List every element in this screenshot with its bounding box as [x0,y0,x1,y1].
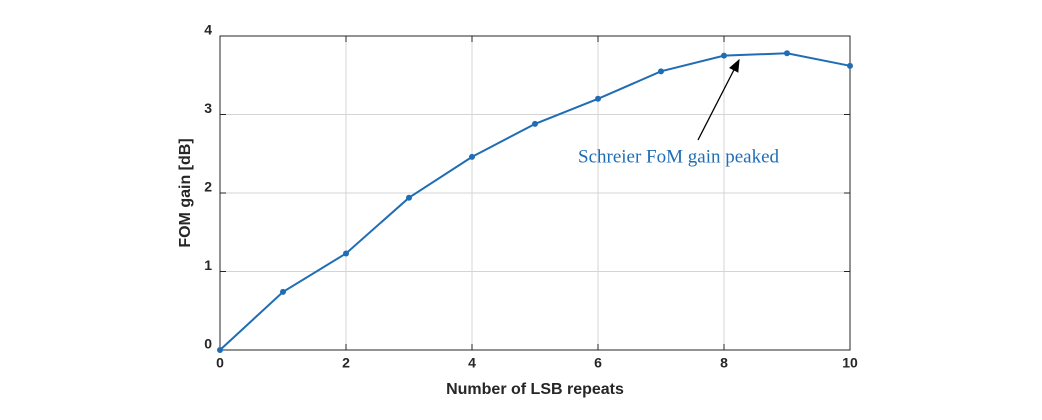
data-line [219,52,851,351]
plot-frame [219,35,851,351]
x-axis-label: Number of LSB repeats [446,381,624,398]
data-point [343,250,349,257]
x-tick-label: 2 [342,355,350,371]
data-point [280,288,286,295]
data-point [784,50,790,57]
x-tick-label: 10 [842,355,858,371]
data-point [595,95,601,102]
x-tick-label: 6 [594,355,602,371]
y-axis-label: FOM gain [dB] [177,138,194,247]
data-point [469,153,475,160]
data-point [721,52,727,59]
data-point [217,347,223,353]
data-point [847,62,853,69]
x-tick-label: 4 [468,355,476,371]
y-tick-label: 2 [204,179,212,195]
y-tick-label: 0 [204,336,212,352]
y-tick-label: 4 [204,22,212,38]
x-tick-label: 0 [216,355,224,371]
data-point [658,68,664,75]
y-tick-label: 3 [204,100,212,116]
data-point [406,194,412,201]
annotation: Schreier FoM gain peaked [578,146,780,167]
data-point [532,120,538,127]
annotation-arrow [697,58,740,141]
y-tick-label: 1 [204,257,212,273]
x-tick-label: 8 [720,355,728,371]
